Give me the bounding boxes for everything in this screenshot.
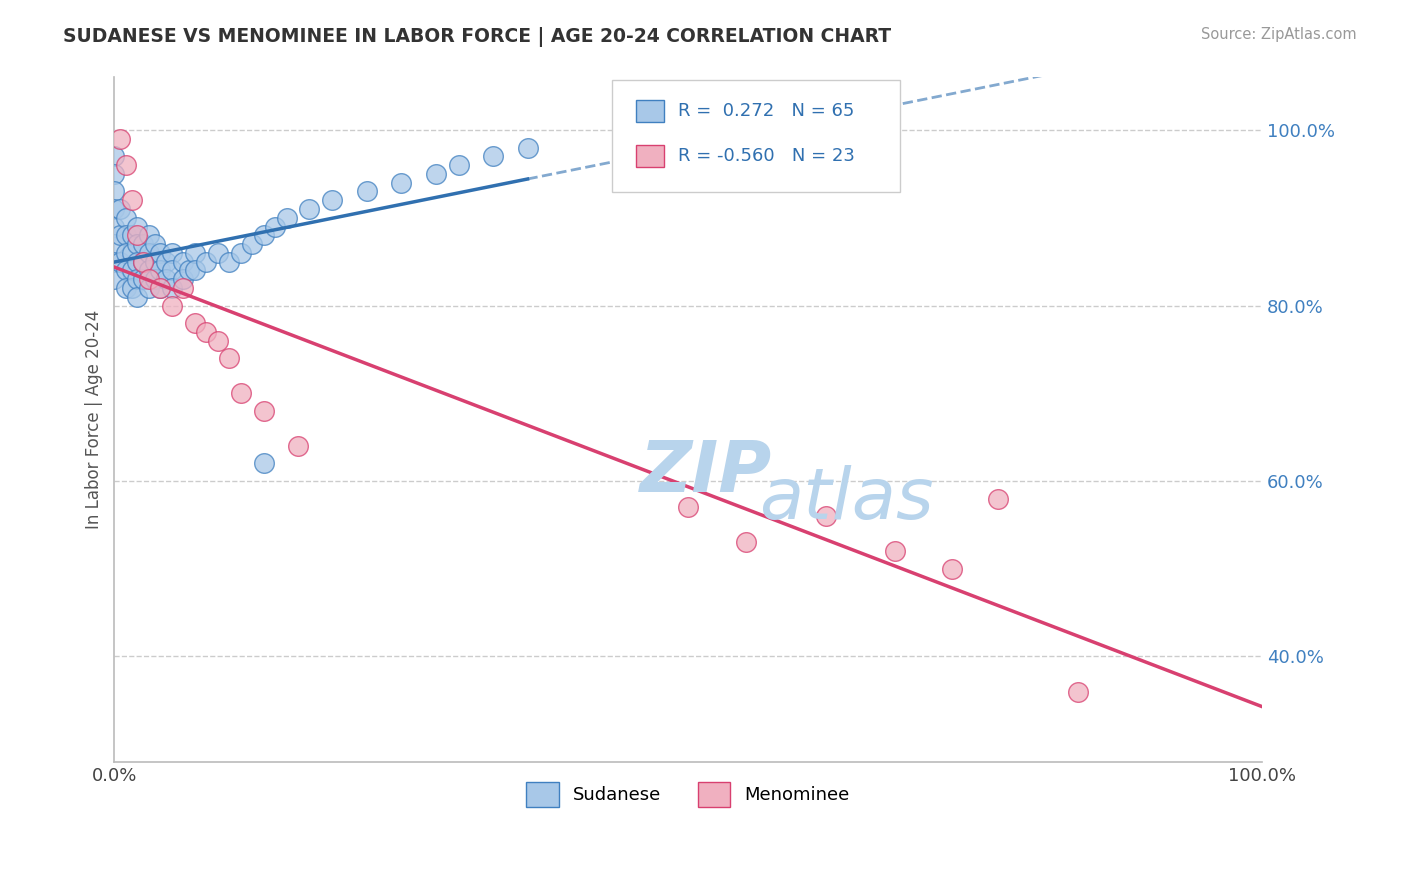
Text: ZIP: ZIP — [640, 438, 772, 508]
Text: SUDANESE VS MENOMINEE IN LABOR FORCE | AGE 20-24 CORRELATION CHART: SUDANESE VS MENOMINEE IN LABOR FORCE | A… — [63, 27, 891, 46]
Point — [103, 254, 125, 268]
Point — [121, 194, 143, 208]
Point — [149, 281, 172, 295]
Text: R = -0.560   N = 23: R = -0.560 N = 23 — [678, 146, 855, 165]
Point — [172, 254, 194, 268]
Point — [138, 263, 160, 277]
Point — [218, 351, 240, 366]
Point — [143, 272, 166, 286]
Point — [356, 185, 378, 199]
Point — [127, 254, 149, 268]
Point — [149, 263, 172, 277]
Legend: Sudanese, Menominee: Sudanese, Menominee — [519, 774, 858, 814]
Point — [132, 272, 155, 286]
Point — [172, 281, 194, 295]
Point — [229, 386, 252, 401]
Point — [389, 176, 412, 190]
Point — [941, 562, 963, 576]
Point — [287, 439, 309, 453]
Point — [276, 211, 298, 225]
Text: Source: ZipAtlas.com: Source: ZipAtlas.com — [1201, 27, 1357, 42]
Point — [734, 535, 756, 549]
Point — [103, 149, 125, 163]
Point — [103, 237, 125, 252]
Point — [252, 457, 274, 471]
Point — [115, 246, 138, 260]
Point — [207, 334, 229, 348]
Point — [229, 246, 252, 260]
Point — [240, 237, 263, 252]
Point — [160, 299, 183, 313]
Point — [127, 237, 149, 252]
Point — [108, 132, 131, 146]
Point — [103, 202, 125, 216]
Point — [121, 263, 143, 277]
Point — [676, 500, 699, 515]
Point — [184, 263, 207, 277]
Point — [160, 263, 183, 277]
Point — [121, 281, 143, 295]
Point — [103, 167, 125, 181]
Point — [138, 246, 160, 260]
Point — [132, 254, 155, 268]
Point — [814, 509, 837, 524]
Point — [252, 228, 274, 243]
Point — [883, 544, 905, 558]
Point — [1067, 684, 1090, 698]
Point — [115, 281, 138, 295]
Point — [298, 202, 321, 216]
Point — [132, 254, 155, 268]
Point — [195, 254, 218, 268]
Point — [172, 272, 194, 286]
Point — [132, 237, 155, 252]
Point — [149, 246, 172, 260]
Point — [252, 404, 274, 418]
Point — [184, 246, 207, 260]
Point — [108, 228, 131, 243]
Point — [155, 272, 177, 286]
Point — [149, 281, 172, 295]
Point — [103, 272, 125, 286]
Point — [115, 158, 138, 172]
Point — [143, 237, 166, 252]
Point — [143, 254, 166, 268]
Point — [160, 281, 183, 295]
Point — [264, 219, 287, 234]
Point — [127, 290, 149, 304]
Point — [108, 254, 131, 268]
Point — [127, 228, 149, 243]
Y-axis label: In Labor Force | Age 20-24: In Labor Force | Age 20-24 — [86, 310, 103, 529]
Point — [177, 263, 200, 277]
Point — [138, 228, 160, 243]
Point — [127, 272, 149, 286]
Point — [103, 185, 125, 199]
Text: atlas: atlas — [759, 465, 934, 534]
Point — [138, 272, 160, 286]
Point — [516, 141, 538, 155]
Point — [218, 254, 240, 268]
Point — [447, 158, 470, 172]
Point — [121, 228, 143, 243]
Point — [184, 316, 207, 330]
Point — [321, 194, 343, 208]
Point — [160, 246, 183, 260]
Point — [127, 219, 149, 234]
Text: R =  0.272   N = 65: R = 0.272 N = 65 — [678, 102, 853, 120]
Point — [155, 254, 177, 268]
Point — [987, 491, 1010, 506]
Point — [115, 263, 138, 277]
Point — [195, 325, 218, 339]
Point — [425, 167, 447, 181]
Point — [115, 228, 138, 243]
Point — [108, 202, 131, 216]
Point — [115, 211, 138, 225]
Point — [482, 149, 505, 163]
Point — [207, 246, 229, 260]
Point — [138, 281, 160, 295]
Point — [103, 219, 125, 234]
Point — [121, 246, 143, 260]
